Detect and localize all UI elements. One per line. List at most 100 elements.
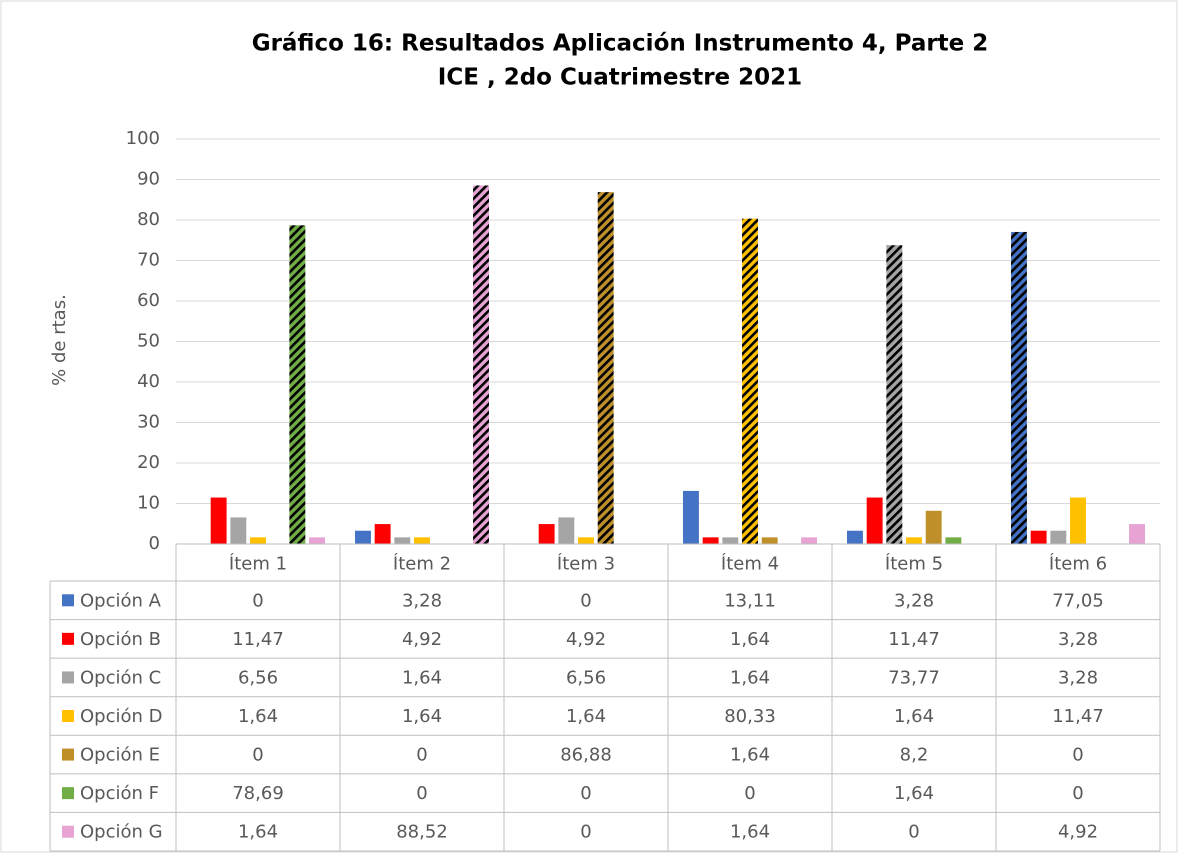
- legend-swatch: [62, 710, 74, 722]
- legend-swatch: [62, 748, 74, 761]
- table-cell: 0: [580, 590, 591, 611]
- y-tick-label: 90: [137, 169, 160, 190]
- y-tick-label: 10: [137, 493, 160, 514]
- table-cell: 1,64: [238, 706, 278, 727]
- bar: [847, 530, 863, 544]
- table-cell: 1,64: [894, 706, 934, 727]
- table-cell: 1,64: [566, 706, 606, 727]
- table-cell: 0: [416, 783, 427, 804]
- table-cell: 78,69: [232, 783, 284, 804]
- x-tick-label: Ítem 2: [393, 553, 451, 575]
- table-cell: 1,64: [402, 706, 442, 727]
- table-cell: 1,64: [730, 822, 770, 843]
- legend-label: Opción A: [80, 590, 162, 611]
- y-tick-label: 40: [137, 371, 160, 392]
- bar: [683, 490, 699, 544]
- bar: [230, 517, 247, 544]
- chart-title: Gráfico 16: Resultados Aplicación Instru…: [252, 31, 989, 57]
- table-cell: 6,56: [566, 667, 606, 688]
- bar: [473, 185, 489, 544]
- table-cell: 3,28: [894, 590, 934, 611]
- legend-swatch: [62, 594, 74, 607]
- legend-swatch: [62, 632, 74, 645]
- legend-swatch: [62, 787, 74, 800]
- legend-label: Opción G: [80, 822, 163, 843]
- legend-label: Opción F: [80, 783, 159, 804]
- y-tick-label: 0: [149, 533, 160, 554]
- table-cell: 3,28: [1058, 629, 1098, 650]
- table-cell: 6,56: [238, 667, 278, 688]
- table-cell: 8,2: [900, 745, 929, 766]
- legend-label: Opción B: [80, 629, 161, 650]
- bar: [945, 537, 962, 544]
- legend-swatch: [62, 671, 74, 684]
- table-cell: 1,64: [238, 822, 278, 843]
- y-axis-label: % de rtas.: [49, 294, 70, 386]
- bar: [309, 537, 325, 544]
- x-tick-label: Ítem 6: [1049, 553, 1107, 575]
- table-cell: 11,47: [888, 629, 940, 650]
- table-cell: 4,92: [1058, 822, 1098, 843]
- y-tick-label: 100: [126, 128, 160, 149]
- y-tick-label: 80: [137, 209, 160, 230]
- bar: [210, 497, 227, 544]
- bar: [374, 524, 391, 544]
- x-tick-label: Ítem 3: [557, 553, 615, 575]
- table-cell: 88,52: [396, 822, 448, 843]
- bar: [578, 537, 594, 544]
- table-cell: 0: [908, 822, 919, 843]
- bar: [1011, 231, 1027, 544]
- table-cell: 1,64: [402, 667, 442, 688]
- bar: [289, 225, 306, 545]
- table-cell: 0: [744, 783, 755, 804]
- table-cell: 1,64: [730, 745, 770, 766]
- y-tick-label: 50: [137, 331, 160, 352]
- legend-label: Opción E: [80, 745, 160, 766]
- table-cell: 0: [1072, 783, 1083, 804]
- bar: [538, 524, 555, 544]
- table-cell: 4,92: [566, 629, 606, 650]
- bar: [250, 537, 266, 544]
- bar: [801, 537, 817, 544]
- bar: [558, 517, 575, 544]
- bar: [866, 497, 883, 544]
- table-cell: 1,64: [730, 629, 770, 650]
- bar: [722, 537, 739, 544]
- bar: [702, 537, 719, 544]
- table-cell: 86,88: [560, 745, 612, 766]
- table-cell: 0: [252, 745, 263, 766]
- table-cell: 11,47: [232, 629, 284, 650]
- table-cell: 3,28: [402, 590, 442, 611]
- table-cell: 73,77: [888, 667, 940, 688]
- table-cell: 13,11: [724, 590, 776, 611]
- bar: [394, 537, 411, 544]
- x-tick-label: Ítem 5: [885, 553, 943, 575]
- table-cell: 0: [416, 745, 427, 766]
- bar: [925, 510, 942, 544]
- bar: [742, 218, 758, 544]
- legend-swatch: [62, 825, 74, 838]
- legend-label: Opción C: [80, 667, 161, 688]
- chart-subtitle: ICE , 2do Cuatrimestre 2021: [438, 65, 802, 91]
- y-tick-label: 70: [137, 250, 160, 271]
- bar: [355, 530, 371, 544]
- bar: [906, 537, 922, 544]
- x-tick-label: Ítem 1: [229, 553, 287, 575]
- y-tick-label: 30: [137, 412, 160, 433]
- x-tick-label: Ítem 4: [721, 553, 779, 575]
- table-cell: 80,33: [724, 706, 776, 727]
- table-cell: 4,92: [402, 629, 442, 650]
- table-cell: 77,05: [1052, 590, 1104, 611]
- table-cell: 11,47: [1052, 706, 1104, 727]
- table-cell: 1,64: [894, 783, 934, 804]
- bar: [414, 537, 430, 544]
- table-cell: 3,28: [1058, 667, 1098, 688]
- bar: [597, 192, 614, 545]
- bar: [761, 537, 778, 544]
- bar: [1129, 524, 1145, 544]
- table-cell: 0: [252, 590, 263, 611]
- bar: [1050, 530, 1067, 544]
